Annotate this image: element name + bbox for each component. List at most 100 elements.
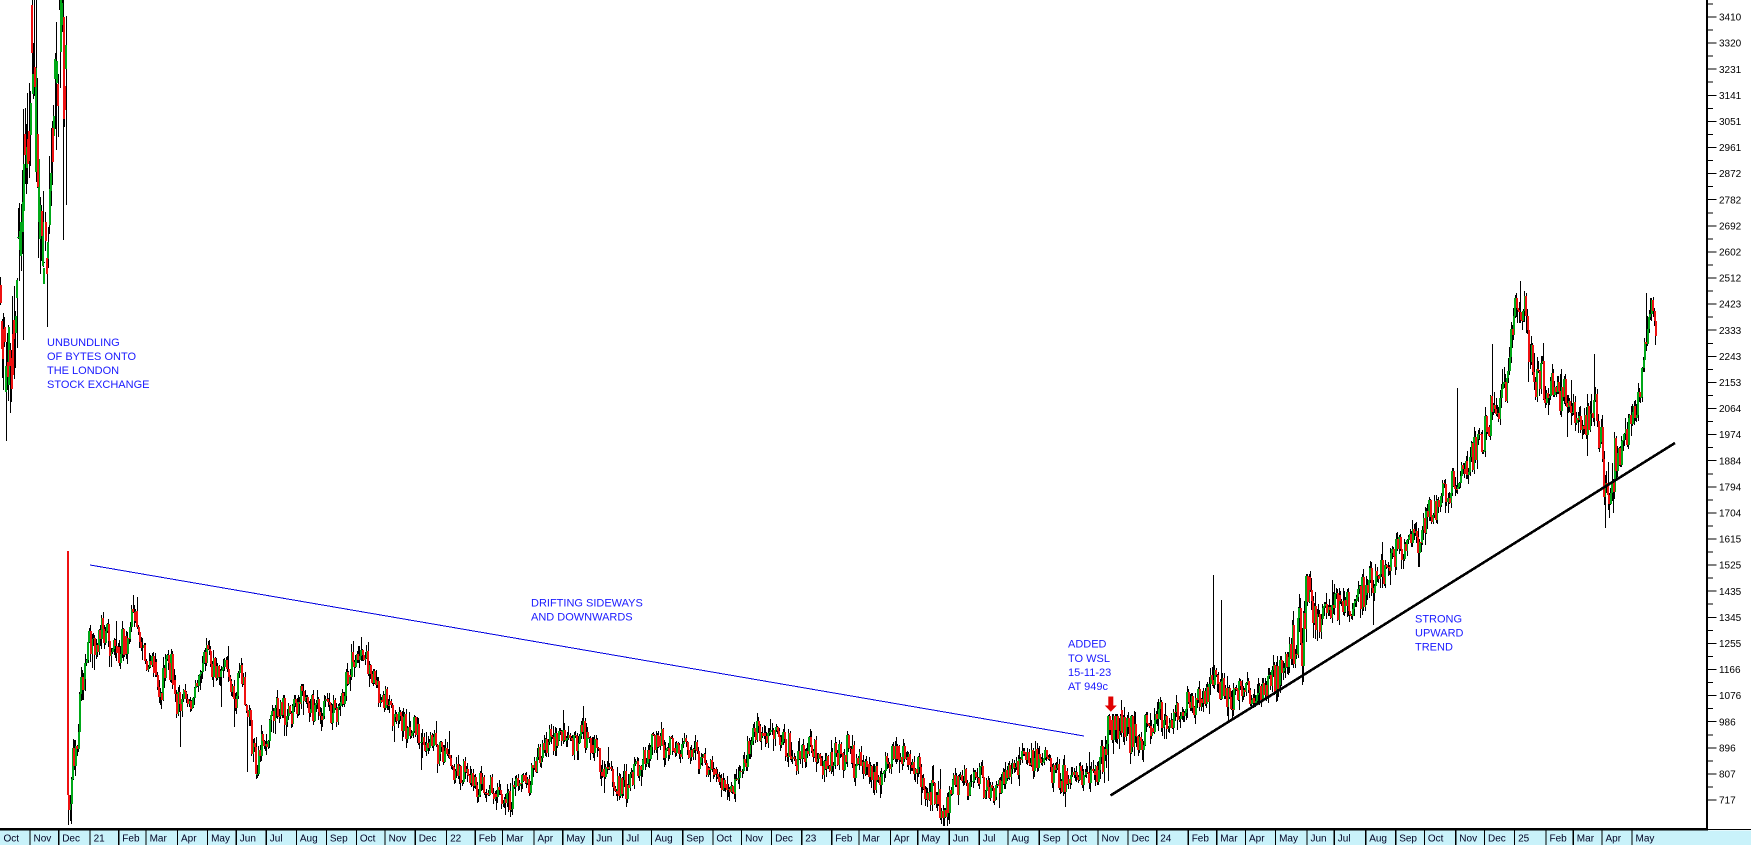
svg-text:Aug: Aug	[655, 834, 673, 845]
svg-text:Aug: Aug	[1011, 834, 1029, 845]
svg-text:Nov: Nov	[1459, 834, 1477, 845]
svg-text:3141: 3141	[1719, 91, 1742, 102]
svg-text:Mar: Mar	[863, 834, 881, 845]
svg-text:May: May	[566, 834, 585, 845]
svg-text:3410: 3410	[1719, 13, 1742, 24]
svg-text:1884: 1884	[1719, 456, 1742, 467]
svg-text:22: 22	[450, 834, 462, 845]
svg-text:1255: 1255	[1719, 639, 1742, 650]
svg-text:THE LONDON: THE LONDON	[47, 365, 119, 377]
svg-text:Mar: Mar	[150, 834, 168, 845]
svg-text:Dec: Dec	[62, 834, 80, 845]
svg-text:2243: 2243	[1719, 352, 1742, 363]
svg-text:2333: 2333	[1719, 326, 1742, 337]
svg-text:May: May	[1279, 834, 1298, 845]
svg-text:2423: 2423	[1719, 300, 1742, 311]
svg-text:Feb: Feb	[122, 834, 140, 845]
svg-text:Feb: Feb	[479, 834, 497, 845]
svg-text:3320: 3320	[1719, 39, 1742, 50]
svg-text:1794: 1794	[1719, 482, 1742, 493]
svg-text:1076: 1076	[1719, 691, 1742, 702]
svg-text:TREND: TREND	[1415, 642, 1453, 654]
svg-text:896: 896	[1719, 743, 1736, 754]
svg-text:Dec: Dec	[419, 834, 437, 845]
svg-text:Jul: Jul	[270, 834, 283, 845]
svg-text:2602: 2602	[1719, 248, 1742, 259]
svg-text:Jun: Jun	[953, 834, 969, 845]
svg-text:Dec: Dec	[775, 834, 793, 845]
svg-text:807: 807	[1719, 770, 1736, 781]
svg-text:2064: 2064	[1719, 404, 1742, 415]
svg-text:2782: 2782	[1719, 195, 1742, 206]
svg-text:Apr: Apr	[1249, 834, 1265, 845]
svg-text:Feb: Feb	[835, 834, 853, 845]
svg-text:3231: 3231	[1719, 65, 1742, 76]
svg-text:Nov: Nov	[389, 834, 407, 845]
svg-text:1345: 1345	[1719, 613, 1742, 624]
svg-text:1525: 1525	[1719, 561, 1742, 572]
svg-text:Mar: Mar	[1220, 834, 1238, 845]
svg-text:717: 717	[1719, 796, 1736, 807]
svg-text:Dec: Dec	[1488, 834, 1506, 845]
svg-text:Jul: Jul	[626, 834, 639, 845]
svg-text:Apr: Apr	[538, 834, 554, 845]
svg-text:ADDED: ADDED	[1068, 639, 1107, 651]
svg-text:TO WSL: TO WSL	[1068, 653, 1110, 665]
svg-text:15-11-23: 15-11-23	[1068, 667, 1111, 679]
svg-text:25: 25	[1518, 834, 1530, 845]
svg-text:Jun: Jun	[240, 834, 256, 845]
svg-text:Feb: Feb	[1192, 834, 1210, 845]
svg-text:Feb: Feb	[1550, 834, 1568, 845]
svg-text:Jul: Jul	[1338, 834, 1351, 845]
svg-text:Jul: Jul	[983, 834, 996, 845]
svg-text:Oct: Oct	[1072, 834, 1088, 845]
svg-text:AND DOWNWARDS: AND DOWNWARDS	[531, 612, 633, 624]
svg-text:STOCK EXCHANGE: STOCK EXCHANGE	[47, 379, 150, 391]
svg-text:Mar: Mar	[1577, 834, 1595, 845]
svg-text:1435: 1435	[1719, 587, 1742, 598]
svg-text:Nov: Nov	[1102, 834, 1120, 845]
svg-text:DRIFTING SIDEWAYS: DRIFTING SIDEWAYS	[531, 598, 643, 610]
svg-text:UNBUNDLING: UNBUNDLING	[47, 337, 120, 349]
svg-text:1166: 1166	[1719, 665, 1741, 676]
svg-text:23: 23	[805, 834, 817, 845]
svg-text:AT 949c: AT 949c	[1068, 681, 1108, 693]
svg-text:1704: 1704	[1719, 509, 1742, 520]
svg-text:UPWARD: UPWARD	[1415, 628, 1464, 640]
svg-text:Sep: Sep	[686, 834, 704, 845]
svg-text:Sep: Sep	[330, 834, 348, 845]
svg-text:OF BYTES ONTO: OF BYTES ONTO	[47, 351, 136, 363]
svg-text:May: May	[211, 834, 230, 845]
svg-text:Oct: Oct	[4, 834, 20, 845]
svg-text:1974: 1974	[1719, 430, 1742, 441]
svg-text:STRONG: STRONG	[1415, 614, 1462, 626]
svg-text:1615: 1615	[1719, 535, 1742, 546]
svg-text:2872: 2872	[1719, 169, 1742, 180]
svg-text:24: 24	[1160, 834, 1172, 845]
svg-text:3051: 3051	[1719, 117, 1742, 128]
svg-text:21: 21	[94, 834, 106, 845]
svg-text:Oct: Oct	[360, 834, 376, 845]
svg-text:Apr: Apr	[1606, 834, 1622, 845]
svg-text:Nov: Nov	[34, 834, 52, 845]
svg-text:Oct: Oct	[1428, 834, 1444, 845]
svg-text:Sep: Sep	[1399, 834, 1417, 845]
svg-text:Aug: Aug	[1369, 834, 1387, 845]
svg-text:2153: 2153	[1719, 378, 1742, 389]
svg-text:Jun: Jun	[1311, 834, 1327, 845]
svg-text:Mar: Mar	[506, 834, 524, 845]
svg-text:Nov: Nov	[745, 834, 763, 845]
svg-text:Apr: Apr	[181, 834, 197, 845]
svg-text:May: May	[921, 834, 940, 845]
svg-text:2961: 2961	[1719, 143, 1742, 154]
svg-text:2512: 2512	[1719, 274, 1742, 285]
svg-text:Aug: Aug	[300, 834, 318, 845]
svg-text:Sep: Sep	[1043, 834, 1061, 845]
svg-text:May: May	[1636, 834, 1655, 845]
svg-text:Jun: Jun	[596, 834, 612, 845]
svg-text:Apr: Apr	[894, 834, 910, 845]
svg-text:986: 986	[1719, 717, 1736, 728]
svg-text:2692: 2692	[1719, 221, 1742, 232]
svg-text:Dec: Dec	[1132, 834, 1150, 845]
svg-text:Oct: Oct	[716, 834, 732, 845]
